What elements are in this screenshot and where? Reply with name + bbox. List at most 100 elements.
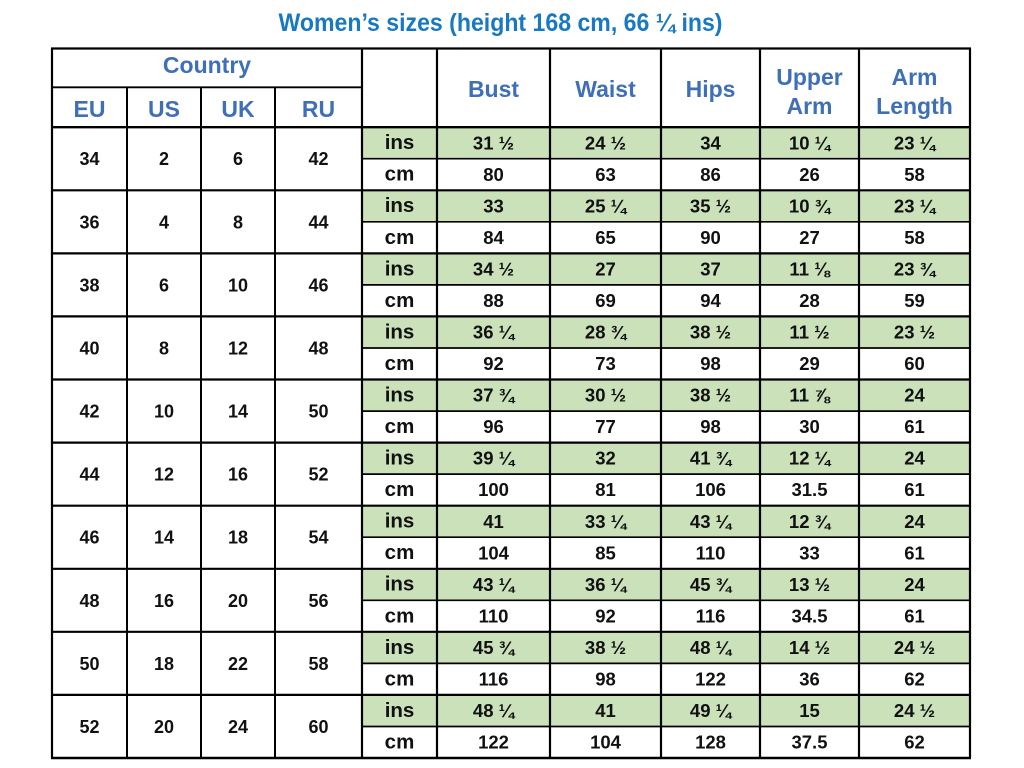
svg-text:23 ¼: 23 ¼ xyxy=(894,195,937,216)
svg-text:44: 44 xyxy=(308,212,328,232)
svg-text:10: 10 xyxy=(228,275,248,295)
svg-text:34 ½: 34 ½ xyxy=(473,258,514,279)
svg-text:8: 8 xyxy=(159,339,169,359)
svg-text:31 ½: 31 ½ xyxy=(473,132,514,153)
svg-text:48: 48 xyxy=(308,339,328,359)
svg-text:86: 86 xyxy=(700,164,721,185)
svg-text:Women’s sizes (height 168 cm,: Women’s sizes (height 168 cm, 66 ¼ ins) xyxy=(279,9,723,37)
svg-text:24: 24 xyxy=(904,511,925,532)
svg-text:37 ¾: 37 ¾ xyxy=(473,385,516,406)
svg-text:84: 84 xyxy=(483,227,504,248)
svg-text:122: 122 xyxy=(478,732,509,753)
svg-text:16: 16 xyxy=(228,465,248,485)
svg-text:24 ½: 24 ½ xyxy=(894,700,935,721)
svg-text:10 ¼: 10 ¼ xyxy=(789,132,832,153)
svg-text:34.5: 34.5 xyxy=(791,605,827,626)
svg-text:11 ⅞: 11 ⅞ xyxy=(789,385,831,406)
svg-text:Arm: Arm xyxy=(891,64,937,90)
svg-text:39 ¼: 39 ¼ xyxy=(473,448,516,469)
svg-text:41 ¾: 41 ¾ xyxy=(690,448,733,469)
svg-text:104: 104 xyxy=(478,542,510,563)
svg-text:58: 58 xyxy=(308,654,328,674)
svg-text:65: 65 xyxy=(595,227,616,248)
svg-text:106: 106 xyxy=(695,479,726,500)
svg-text:36: 36 xyxy=(79,212,99,232)
svg-text:35 ½: 35 ½ xyxy=(690,195,731,216)
svg-text:10 ¾: 10 ¾ xyxy=(789,195,832,216)
svg-text:13 ½: 13 ½ xyxy=(789,574,830,595)
svg-text:36 ¼: 36 ¼ xyxy=(473,322,516,343)
svg-text:42: 42 xyxy=(79,402,99,422)
svg-text:61: 61 xyxy=(904,479,925,500)
svg-text:45 ¾: 45 ¾ xyxy=(690,574,733,595)
svg-text:59: 59 xyxy=(904,290,925,311)
svg-text:12: 12 xyxy=(154,465,174,485)
svg-text:Bust: Bust xyxy=(468,76,519,102)
svg-text:6: 6 xyxy=(233,149,243,169)
svg-text:10: 10 xyxy=(154,402,174,422)
svg-text:2: 2 xyxy=(159,149,169,169)
svg-text:US: US xyxy=(148,96,180,122)
svg-text:16: 16 xyxy=(154,591,174,611)
svg-text:128: 128 xyxy=(695,732,726,753)
svg-text:48: 48 xyxy=(79,591,99,611)
svg-text:24: 24 xyxy=(228,717,248,737)
svg-text:110: 110 xyxy=(696,542,726,563)
svg-text:12 ¾: 12 ¾ xyxy=(789,511,832,532)
svg-text:ins: ins xyxy=(385,257,415,280)
svg-text:14 ½: 14 ½ xyxy=(789,637,830,658)
svg-text:28: 28 xyxy=(799,290,820,311)
svg-text:98: 98 xyxy=(700,353,721,374)
svg-text:61: 61 xyxy=(904,542,925,563)
svg-text:Waist: Waist xyxy=(575,76,636,102)
svg-text:28 ¾: 28 ¾ xyxy=(585,322,628,343)
svg-text:88: 88 xyxy=(483,290,504,311)
svg-text:cm: cm xyxy=(385,226,415,249)
svg-text:27: 27 xyxy=(595,258,616,279)
svg-text:24 ½: 24 ½ xyxy=(585,132,626,153)
svg-text:18: 18 xyxy=(154,654,174,674)
svg-text:15: 15 xyxy=(799,700,820,721)
svg-text:43 ¼: 43 ¼ xyxy=(473,574,516,595)
svg-text:61: 61 xyxy=(904,416,925,437)
svg-text:85: 85 xyxy=(595,542,616,563)
svg-text:26: 26 xyxy=(799,164,820,185)
svg-text:50: 50 xyxy=(308,402,328,422)
svg-text:58: 58 xyxy=(904,164,925,185)
svg-text:23 ½: 23 ½ xyxy=(894,322,935,343)
svg-text:6: 6 xyxy=(159,275,169,295)
svg-text:RU: RU xyxy=(302,96,335,122)
svg-text:100: 100 xyxy=(478,479,509,500)
svg-text:43 ¼: 43 ¼ xyxy=(690,511,733,532)
svg-text:94: 94 xyxy=(700,290,721,311)
svg-text:56: 56 xyxy=(308,591,328,611)
svg-text:46: 46 xyxy=(79,528,99,548)
svg-text:23 ¼: 23 ¼ xyxy=(894,132,937,153)
svg-text:cm: cm xyxy=(385,730,415,753)
svg-text:UK: UK xyxy=(221,96,255,122)
svg-text:30 ½: 30 ½ xyxy=(585,385,626,406)
svg-text:Hips: Hips xyxy=(686,76,736,102)
svg-text:29: 29 xyxy=(799,353,820,374)
svg-text:cm: cm xyxy=(385,478,415,501)
svg-text:30: 30 xyxy=(799,416,820,437)
svg-text:90: 90 xyxy=(700,227,721,248)
svg-text:cm: cm xyxy=(385,352,415,375)
svg-text:52: 52 xyxy=(79,717,99,737)
svg-text:46: 46 xyxy=(308,275,328,295)
svg-text:33: 33 xyxy=(799,542,820,563)
svg-text:73: 73 xyxy=(595,353,616,374)
svg-text:34: 34 xyxy=(79,149,99,169)
svg-text:37: 37 xyxy=(700,258,721,279)
svg-text:48 ¼: 48 ¼ xyxy=(473,700,516,721)
svg-text:4: 4 xyxy=(159,212,169,232)
svg-text:69: 69 xyxy=(595,290,616,311)
svg-text:14: 14 xyxy=(154,528,174,548)
svg-text:24: 24 xyxy=(904,385,925,406)
svg-text:52: 52 xyxy=(308,465,328,485)
svg-text:cm: cm xyxy=(385,667,415,690)
svg-text:110: 110 xyxy=(479,605,509,626)
svg-text:92: 92 xyxy=(595,605,616,626)
svg-text:cm: cm xyxy=(385,163,415,186)
svg-text:37.5: 37.5 xyxy=(791,732,827,753)
